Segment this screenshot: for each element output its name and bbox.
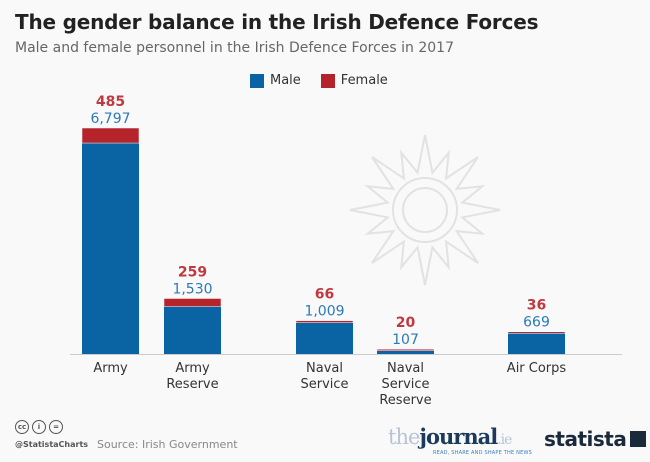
- label-male-1: 1,530: [172, 281, 212, 297]
- chart-subtitle: Male and female personnel in the Irish D…: [15, 40, 454, 56]
- twitter-handle: @StatistaCharts: [15, 440, 89, 449]
- legend: Male Female: [250, 73, 388, 88]
- label-male-2: 1,009: [304, 304, 344, 320]
- category-label-0: Army: [93, 361, 128, 376]
- attribution-icon: i: [32, 420, 46, 434]
- category-label-3: Service: [381, 377, 429, 392]
- cc-icon: cc: [15, 420, 29, 434]
- bar-female-3: [376, 348, 435, 351]
- label-female-3: 20: [396, 315, 416, 331]
- thejournal-logo: thejournal.ie: [388, 424, 512, 449]
- bar-female-0: [81, 127, 140, 144]
- emblem-watermark-icon: [349, 134, 501, 286]
- category-label-2: Naval: [306, 361, 343, 376]
- category-label-2: Service: [300, 377, 348, 392]
- bar-male-0: [82, 143, 139, 354]
- category-label-3: Reserve: [379, 393, 431, 408]
- legend-item-male: Male: [250, 73, 301, 88]
- source-text: Source: Irish Government: [97, 438, 238, 451]
- category-label-4: Air Corps: [507, 361, 567, 376]
- label-female-0: 485: [96, 94, 125, 110]
- statista-logo-icon: [630, 431, 647, 447]
- legend-item-female: Female: [320, 73, 388, 88]
- bar-male-3: [377, 350, 434, 354]
- noderivs-icon: =: [49, 420, 63, 434]
- license-icons: cc i =: [15, 420, 63, 434]
- legend-swatch-male: [250, 73, 264, 88]
- label-female-4: 36: [527, 298, 546, 314]
- bar-female-4: [507, 331, 566, 334]
- legend-label-female: Female: [340, 73, 388, 88]
- bar-male-2: [296, 322, 353, 354]
- category-label-1: Reserve: [166, 377, 218, 392]
- bar-female-1: [163, 298, 222, 307]
- bar-male-4: [508, 333, 565, 354]
- label-male-4: 669: [523, 315, 550, 331]
- label-male-0: 6,797: [90, 111, 130, 127]
- statista-logo: statista: [544, 427, 647, 451]
- bar-female-2: [295, 320, 354, 323]
- thejournal-tagline: READ, SHARE AND SHAPE THE NEWS: [433, 450, 532, 456]
- legend-swatch-female: [320, 73, 335, 88]
- category-label-1: Army: [175, 361, 210, 376]
- label-female-1: 259: [178, 264, 207, 280]
- chart-title: The gender balance in the Irish Defence …: [15, 10, 539, 34]
- legend-label-male: Male: [270, 73, 301, 88]
- category-label-3: Naval: [387, 361, 424, 376]
- label-male-3: 107: [392, 332, 419, 348]
- label-female-2: 66: [315, 287, 334, 303]
- bar-male-1: [164, 306, 221, 354]
